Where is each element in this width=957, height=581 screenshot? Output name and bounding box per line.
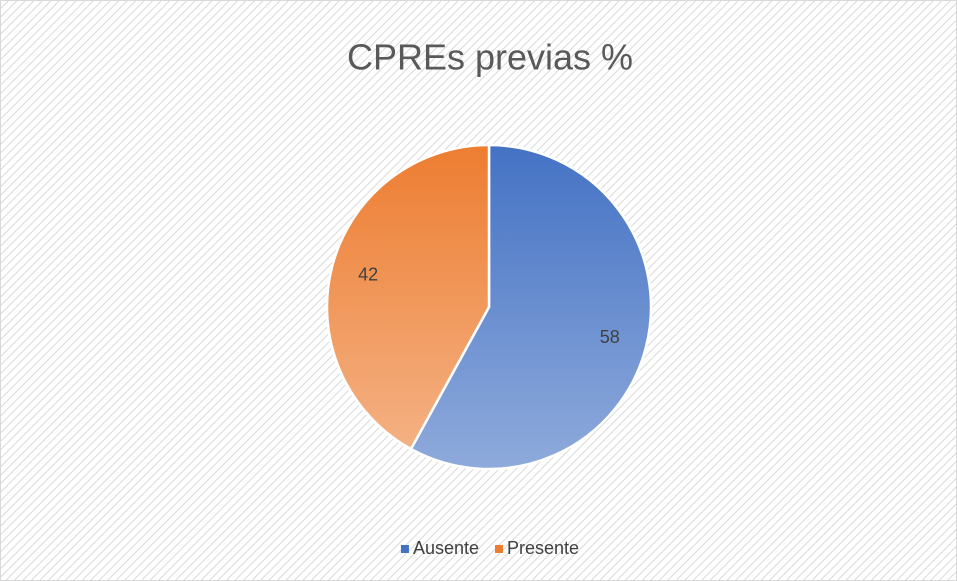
legend-swatch xyxy=(495,545,504,553)
pie-slice xyxy=(409,143,653,471)
data-label: 42 xyxy=(358,265,378,285)
legend-label: Presente xyxy=(507,538,579,558)
pie-slice xyxy=(325,143,491,451)
data-label: 58 xyxy=(600,327,620,347)
legend-swatch xyxy=(400,545,409,553)
legend-label: Ausente xyxy=(413,538,479,558)
chart-title: CPREs previas % xyxy=(347,37,633,78)
